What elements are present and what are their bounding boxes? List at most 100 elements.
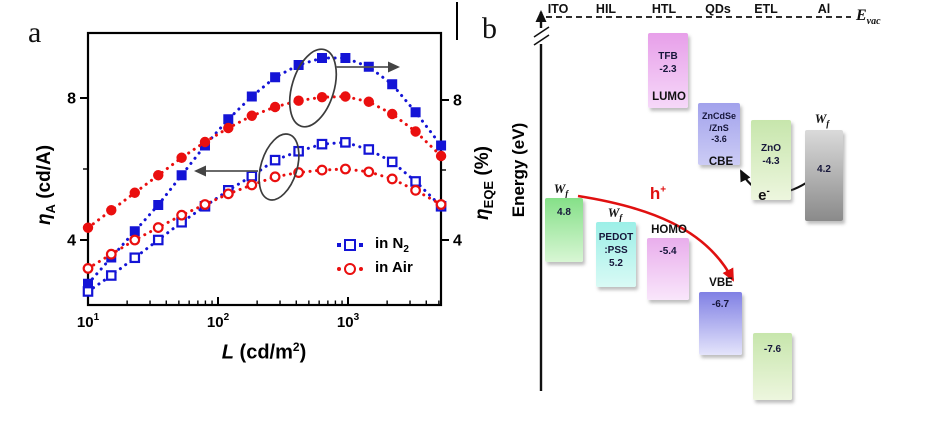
cbe-label: CBE	[708, 156, 734, 168]
eta-symbol: η	[34, 213, 56, 226]
data-point-ca-n2	[82, 286, 94, 297]
data-point-ca-air	[363, 166, 375, 178]
data-point-eqe-n2	[153, 200, 164, 210]
data-point-ca-air	[246, 179, 258, 191]
zno-valence-band-box: -7.6	[753, 333, 792, 400]
hole-label: h+	[649, 184, 667, 203]
data-point-ca-n2	[410, 176, 421, 187]
layer-label-hil: HIL	[595, 2, 617, 16]
y-right-tick-label: 4	[453, 233, 462, 250]
data-point-ca-air	[222, 188, 234, 200]
data-point-eqe-n2	[340, 53, 351, 63]
y-right-tick-label: 8	[453, 93, 462, 110]
series-line-eqe-n2	[86, 56, 443, 286]
y-left-tick-label: 4	[67, 233, 76, 250]
data-point-ca-air	[340, 163, 351, 175]
data-point-eqe-n2	[436, 140, 447, 151]
right-axis-title: ηEQE (%)	[472, 146, 496, 220]
dotted-line-dot	[359, 243, 363, 247]
data-point-eqe-air	[246, 110, 258, 121]
y-left-tick-label: 8	[67, 91, 76, 108]
data-point-eqe-air	[129, 187, 140, 198]
data-point-eqe-n2	[387, 79, 398, 90]
tfb-homo-energy-box: -5.4	[647, 238, 689, 300]
data-point-ca-air	[316, 164, 328, 176]
x-tick-label: 101	[77, 312, 100, 331]
open-circle-marker	[344, 263, 356, 275]
data-point-eqe-air	[176, 152, 187, 163]
hole-transfer-arrow	[577, 194, 735, 282]
data-point-eqe-air	[106, 205, 117, 216]
legend: in N2 in Air	[334, 235, 413, 278]
qd-conduction-band-box: ZnCdSe /ZnS -3.6	[698, 103, 740, 165]
ito-workfunction-label: Wf	[553, 181, 569, 199]
data-point-ca-n2	[363, 144, 375, 155]
lumo-label: LUMO	[652, 91, 686, 103]
layer-label-htl: HTL	[651, 2, 677, 16]
data-point-ca-n2	[316, 138, 328, 150]
data-point-eqe-air	[410, 126, 421, 137]
x-tick-label: 102	[207, 312, 230, 331]
series-line-ca-air	[86, 167, 443, 270]
data-point-ca-n2	[105, 270, 117, 281]
data-point-ca-n2	[269, 154, 281, 166]
data-point-ca-n2	[152, 234, 164, 246]
data-point-eqe-n2	[129, 226, 140, 237]
left-axis-title: ηA (cd/A)	[34, 144, 58, 226]
al-energy-box: 4.2	[805, 130, 843, 221]
data-point-ca-air	[269, 171, 281, 183]
legend-item-n2: in N2	[334, 235, 413, 255]
layer-label-ito: ITO	[547, 2, 569, 16]
data-point-eqe-air	[363, 96, 374, 107]
axis-assignment-annotations	[194, 48, 400, 201]
data-point-eqe-n2	[410, 107, 421, 118]
data-point-ca-n2	[340, 137, 351, 148]
data-point-eqe-air	[223, 122, 234, 134]
vbe-label: VBE	[709, 277, 733, 289]
dotted-line-dot	[359, 267, 363, 271]
vacuum-level-label: Evac	[856, 7, 881, 28]
data-point-eqe-n2	[83, 278, 93, 289]
data-point-eqe-air	[387, 108, 398, 120]
data-point-ca-air	[435, 199, 447, 210]
data-point-ca-n2	[246, 170, 258, 182]
data-point-eqe-air	[435, 150, 447, 162]
data-point-eqe-n2	[270, 72, 281, 83]
x-tick-label: 103	[337, 312, 360, 331]
data-point-eqe-n2	[176, 170, 187, 181]
data-point-ca-air	[199, 199, 211, 210]
layer-label-al: Al	[817, 2, 831, 16]
data-point-eqe-n2	[317, 53, 328, 63]
data-point-ca-air	[82, 263, 94, 274]
qd-valence-band-box: -6.7	[699, 292, 742, 355]
legend-item-air: in Air	[334, 259, 413, 278]
eta-symbol: η	[472, 208, 494, 220]
pedot-pss-energy-box: PEDOT :PSS 5.2	[596, 222, 636, 287]
filled-series-ellipse	[288, 48, 338, 128]
data-point-eqe-air	[340, 91, 351, 102]
data-point-eqe-air	[269, 101, 281, 113]
x-axis-title: L (cd/m2)	[221, 340, 307, 364]
data-point-eqe-air	[82, 222, 94, 233]
data-point-eqe-n2	[293, 60, 304, 70]
efficiency-chart: 101 102 103 4 8 4 8	[67, 31, 462, 331]
energy-axis-title: Energy (eV)	[509, 122, 528, 218]
data-point-ca-air	[410, 184, 421, 196]
energy-axis	[533, 10, 851, 391]
tfb-lumo-energy-box: TFB -2.3	[648, 33, 688, 108]
open-square-marker	[344, 239, 356, 251]
data-point-eqe-air	[316, 92, 328, 103]
electron-label: e-	[758, 186, 770, 204]
data-point-ca-air	[105, 248, 117, 260]
al-workfunction-label: Wf	[814, 111, 830, 129]
data-point-ca-air	[129, 234, 141, 246]
dotted-line-dot	[337, 267, 341, 271]
zno-energy-box: ZnO -4.3	[751, 120, 791, 200]
open-series-ellipse	[258, 133, 300, 201]
series-line-ca-n2	[86, 140, 443, 293]
data-point-eqe-air	[199, 136, 211, 148]
layer-label-etl: ETL	[754, 2, 778, 16]
data-point-eqe-n2	[223, 114, 234, 125]
